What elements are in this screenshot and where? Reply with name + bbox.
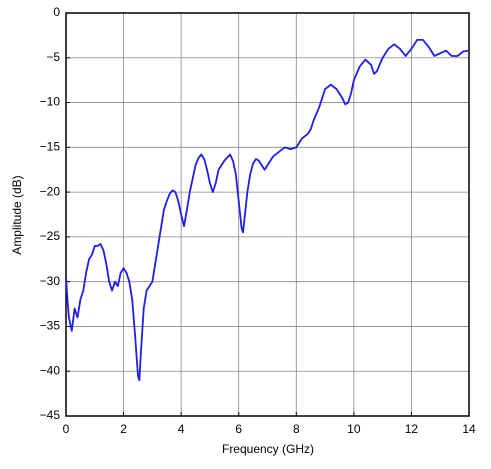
- y-tick-label: −40: [40, 363, 61, 377]
- x-tick-label: 10: [347, 422, 361, 436]
- plot-frame: [65, 12, 470, 417]
- y-tick-label: −45: [40, 408, 61, 422]
- x-tick-label: 12: [405, 422, 419, 436]
- y-tick-label: −20: [40, 184, 61, 198]
- x-tick-label: 14: [462, 422, 476, 436]
- y-tick-label: 0: [53, 5, 60, 19]
- x-tick-label: 8: [293, 422, 300, 436]
- y-axis-label: Amplitude (dB): [10, 175, 24, 254]
- y-tick-label: −10: [40, 95, 61, 109]
- data-line: [65, 38, 470, 382]
- y-tick-label: −5: [46, 50, 60, 64]
- y-tick-label: −25: [40, 229, 61, 243]
- y-tick-label: −30: [40, 274, 61, 288]
- x-tick-label: 6: [235, 422, 242, 436]
- x-axis-label: Frequency (GHz): [222, 442, 314, 456]
- x-tick-label: 4: [178, 422, 185, 436]
- x-tick-label: 0: [63, 422, 70, 436]
- x-tick-label: 2: [120, 422, 127, 436]
- y-tick-label: −15: [40, 140, 61, 154]
- y-tick-label: −35: [40, 319, 61, 333]
